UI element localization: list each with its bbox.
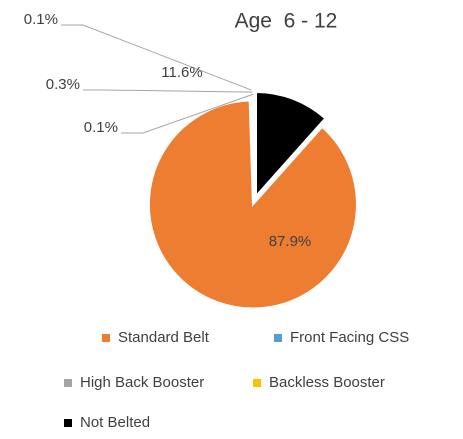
legend-swatch bbox=[274, 334, 282, 342]
legend-label: Not Belted bbox=[80, 414, 150, 431]
leader-line bbox=[61, 24, 252, 91]
legend-swatch bbox=[64, 379, 72, 387]
data-label: 87.9% bbox=[269, 233, 312, 250]
pie-slice bbox=[147, 99, 358, 310]
legend-swatch bbox=[102, 334, 110, 342]
legend-label: Standard Belt bbox=[118, 329, 210, 346]
pie-slice bbox=[255, 90, 327, 199]
legend-label: High Back Booster bbox=[80, 374, 204, 391]
legend-swatch bbox=[64, 419, 72, 427]
leader-line bbox=[83, 89, 253, 93]
legend-swatch bbox=[253, 379, 261, 387]
data-label: 0.1% bbox=[24, 11, 58, 28]
leader-line bbox=[121, 93, 254, 134]
data-label: 11.6% bbox=[161, 64, 202, 81]
data-label: 0.3% bbox=[46, 76, 80, 93]
legend-label: Front Facing CSS bbox=[290, 329, 409, 346]
legend-label: Backless Booster bbox=[269, 374, 385, 391]
data-label: 0.1% bbox=[84, 119, 118, 136]
chart-title: Age 6 - 12 bbox=[235, 10, 338, 33]
